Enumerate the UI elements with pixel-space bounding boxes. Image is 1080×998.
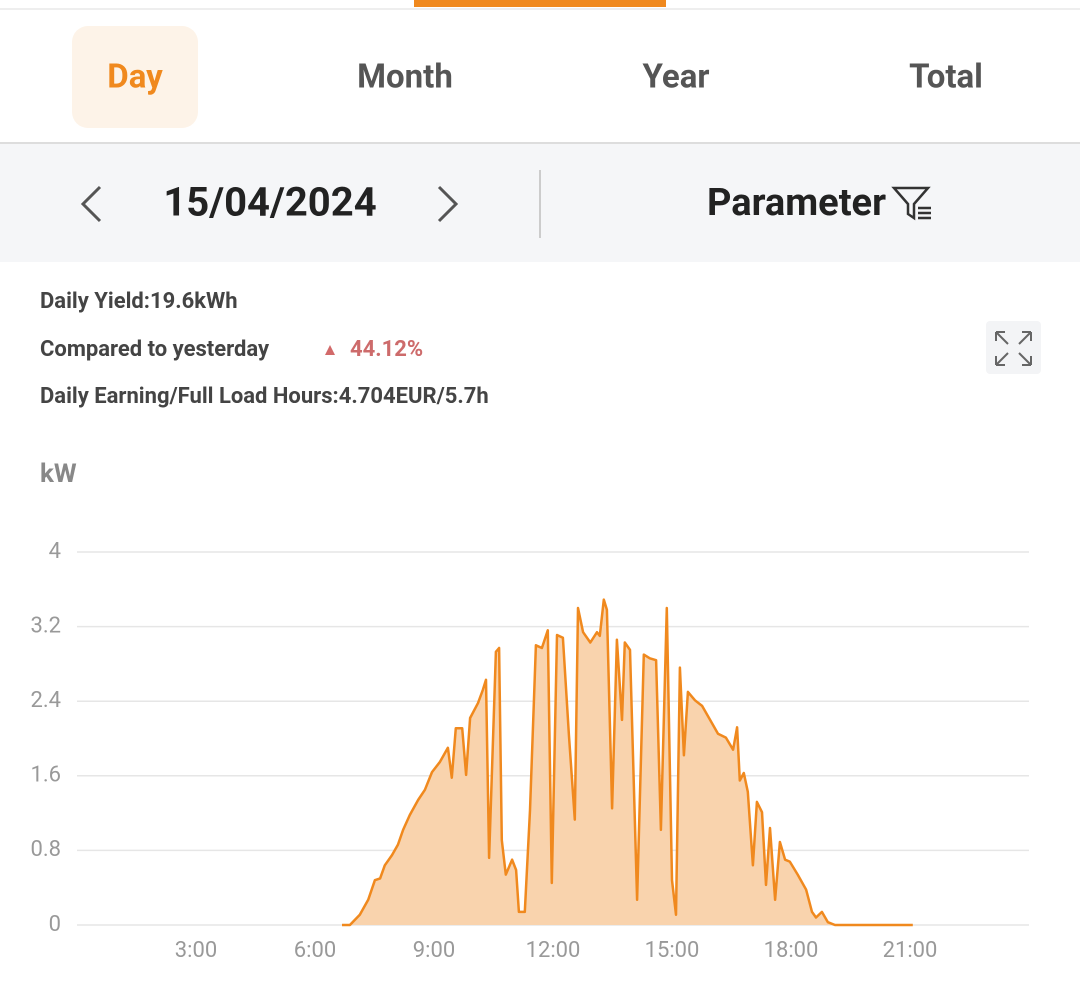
filter-icon[interactable] bbox=[891, 186, 931, 221]
tab[interactable]: Year bbox=[643, 58, 710, 97]
up-arrow bbox=[325, 345, 335, 355]
x-tick-label: 12:00 bbox=[526, 938, 581, 963]
y-tick-label: 2.4 bbox=[30, 688, 61, 713]
compared-label: Compared to yesterday bbox=[40, 337, 270, 362]
y-tick-label: 0 bbox=[49, 912, 61, 937]
parameter-button[interactable]: Parameter bbox=[707, 181, 886, 225]
x-tick-label: 6:00 bbox=[294, 938, 336, 963]
y-tick-label: 0.8 bbox=[30, 837, 61, 862]
expand-icon bbox=[995, 331, 1032, 366]
y-tick-label: 1.6 bbox=[30, 763, 61, 788]
x-tick-label: 9:00 bbox=[413, 938, 455, 963]
daily-yield: Daily Yield:19.6kWh bbox=[40, 289, 238, 314]
expand-button[interactable] bbox=[986, 321, 1041, 374]
y-axis-unit: kW bbox=[40, 459, 77, 489]
tab[interactable]: Total bbox=[909, 58, 983, 97]
active-tab-bg bbox=[72, 26, 198, 128]
y-tick-label: 3.2 bbox=[30, 613, 61, 638]
y-tick-label: 4 bbox=[49, 539, 61, 564]
x-tick-label: 15:00 bbox=[645, 938, 700, 963]
next-date[interactable] bbox=[437, 185, 459, 223]
x-tick-label: 21:00 bbox=[883, 938, 938, 963]
tab[interactable]: Month bbox=[357, 58, 453, 97]
date-label[interactable]: 15/04/2024 bbox=[163, 179, 376, 226]
tab[interactable]: Day bbox=[107, 58, 163, 97]
area-line bbox=[342, 598, 913, 927]
x-tick-label: 3:00 bbox=[175, 938, 217, 963]
x-tick-label: 18:00 bbox=[764, 938, 819, 963]
compared-value: 44.12% bbox=[350, 337, 423, 362]
prev-date[interactable] bbox=[80, 185, 102, 223]
top-indicator bbox=[414, 0, 666, 7]
earning: Daily Earning/Full Load Hours:4.704EUR/5… bbox=[40, 384, 489, 409]
